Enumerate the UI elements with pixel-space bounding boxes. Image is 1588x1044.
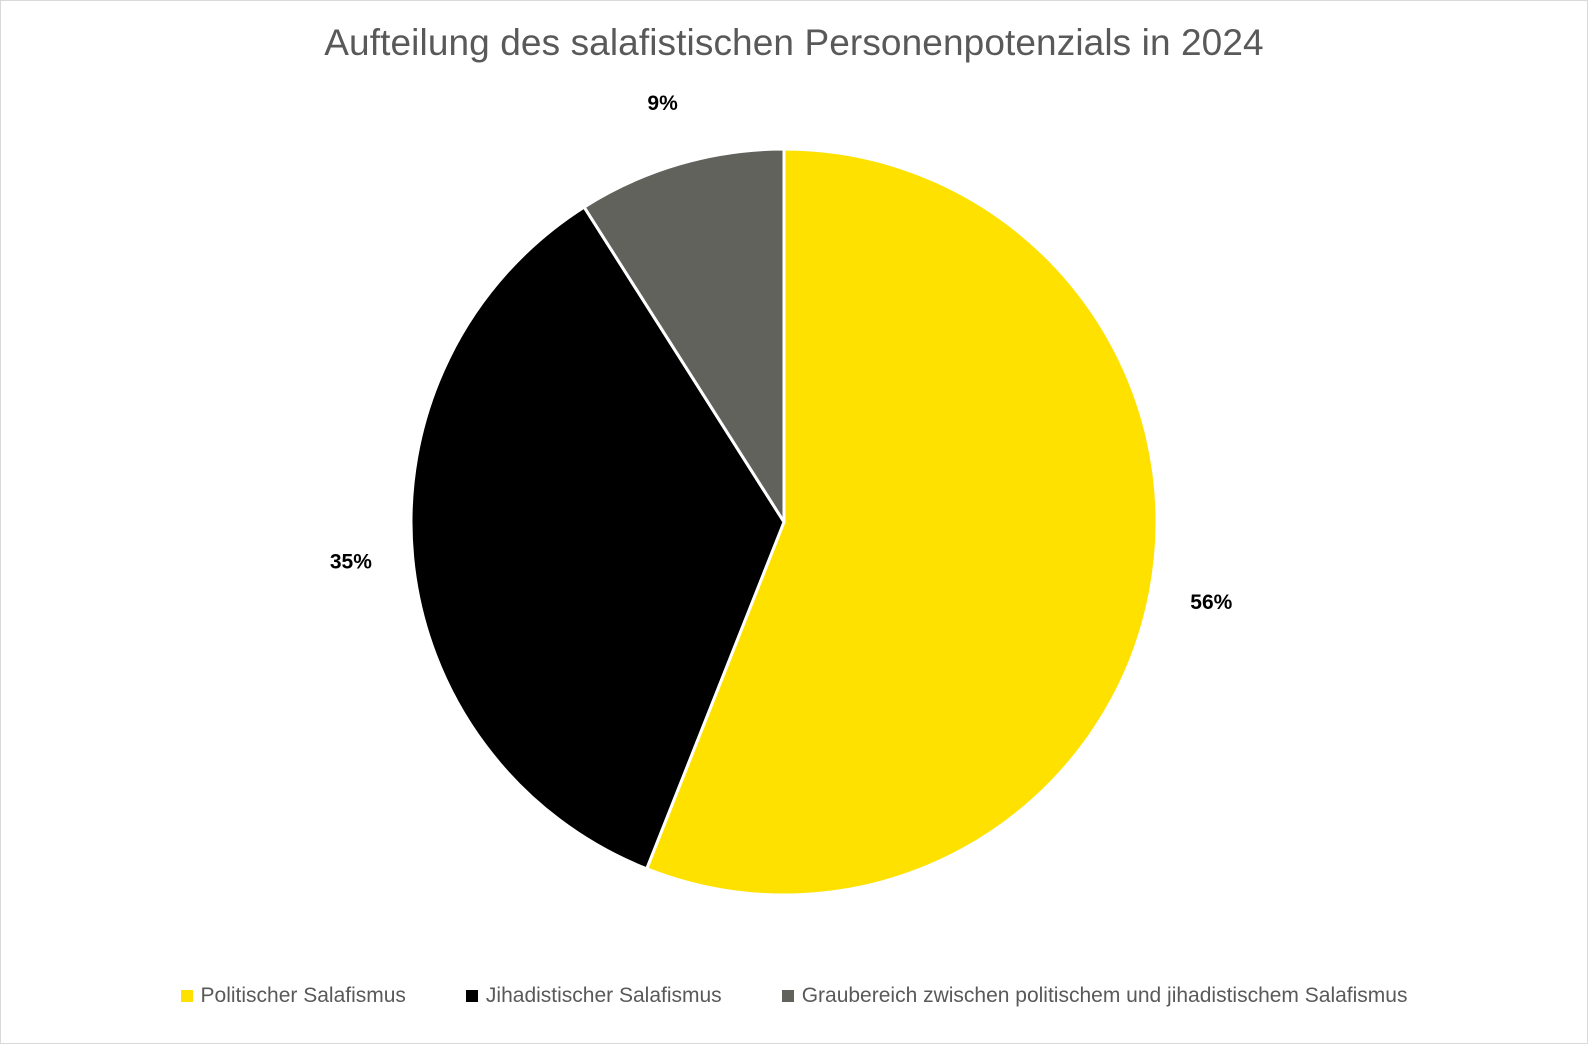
pie-slice-graubereich xyxy=(582,147,786,524)
pie-slice-politischer xyxy=(645,147,1159,897)
legend-item-politischer: Politischer Salafismus xyxy=(180,984,406,1008)
data-label-jihadistischer: 35% xyxy=(330,550,372,573)
legend-swatch-jihadistischer xyxy=(465,990,478,1002)
legend-label-politischer: Politischer Salafismus xyxy=(200,984,406,1007)
chart-title: Aufteilung des salafistischen Personenpo… xyxy=(324,22,1264,63)
legend-item-graubereich: Graubereich zwischen politischem und jih… xyxy=(781,984,1408,1008)
legend-swatch-graubereich xyxy=(781,990,794,1002)
legend-item-jihadistischer: Jihadistischer Salafismus xyxy=(465,984,722,1008)
legend-label-graubereich: Graubereich zwischen politischem und jih… xyxy=(801,984,1408,1007)
legend-label-jihadistischer: Jihadistischer Salafismus xyxy=(485,984,722,1007)
data-label-politischer: 56% xyxy=(1190,591,1232,614)
pie-slice-jihadistischer xyxy=(409,205,786,871)
data-label-graubereich: 9% xyxy=(647,92,678,115)
legend-swatch-politischer xyxy=(180,990,193,1002)
legend: Politischer Salafismus Jihadistischer Sa… xyxy=(0,984,1588,1008)
